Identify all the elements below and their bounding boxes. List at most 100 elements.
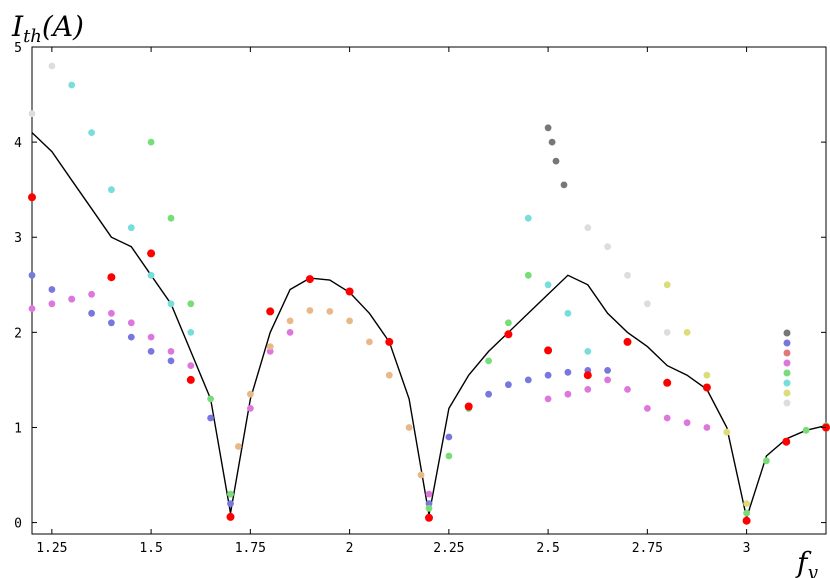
data-point	[723, 428, 731, 436]
data-point	[108, 319, 115, 327]
data-point	[108, 309, 115, 317]
data-point	[167, 357, 175, 365]
y-tick-label: 3	[14, 231, 22, 246]
series-0	[31, 132, 827, 521]
data-point	[127, 319, 135, 327]
legend-swatch	[783, 359, 791, 367]
x-tick-label: 1.5	[139, 541, 162, 556]
data-point	[227, 500, 234, 507]
data-point	[127, 224, 135, 232]
data-point	[147, 348, 155, 355]
data-point	[235, 443, 242, 450]
series-6	[663, 281, 750, 507]
data-point	[683, 329, 691, 336]
y-axis-title: Ith(A)	[11, 10, 84, 47]
data-point	[247, 390, 254, 398]
data-point	[207, 395, 215, 403]
legend-swatch	[783, 369, 791, 377]
red-marker	[385, 337, 394, 346]
x-tick-label: 2.5	[536, 541, 559, 556]
y-tick-label: 2	[14, 326, 22, 341]
data-point	[88, 309, 95, 317]
data-point	[48, 62, 56, 70]
data-point	[505, 381, 512, 389]
y-tick-label: 1	[14, 421, 22, 436]
data-point	[425, 490, 433, 498]
red-marker	[425, 513, 433, 522]
data-point	[417, 471, 425, 479]
data-point	[683, 419, 691, 427]
red-markers	[28, 193, 830, 525]
red-marker	[464, 402, 473, 411]
legend-swatch	[783, 389, 791, 397]
data-point	[346, 317, 353, 325]
data-point	[88, 290, 95, 298]
data-point	[604, 243, 611, 251]
legend	[783, 329, 791, 407]
data-point	[644, 405, 651, 412]
data-point	[266, 348, 274, 355]
red-marker	[623, 337, 632, 346]
data-point	[247, 405, 254, 412]
data-point	[485, 390, 492, 398]
red-marker	[266, 307, 275, 316]
data-point	[544, 395, 552, 403]
series-8	[544, 124, 568, 189]
data-point	[763, 457, 770, 465]
data-point	[187, 329, 195, 336]
y-tick-label: 4	[14, 136, 22, 151]
data-point	[405, 424, 413, 431]
series-7	[28, 62, 671, 336]
ticks: 1.25 1.5 1.75 2 2.25 2.5 2.75 3 0 1 2 3 4 5	[14, 41, 826, 556]
data-point	[28, 271, 36, 279]
data-point	[366, 338, 373, 346]
data-point	[167, 348, 175, 355]
legend-swatch	[783, 349, 791, 357]
series-line	[31, 132, 827, 521]
data-point	[48, 286, 56, 293]
data-point	[644, 300, 651, 308]
data-point	[604, 376, 611, 384]
data-point	[663, 414, 671, 422]
x-axis-title: fy	[795, 546, 818, 578]
data-point	[306, 307, 314, 314]
red-marker	[782, 437, 791, 446]
y-tick-label: 5	[14, 41, 22, 56]
data-point	[604, 367, 611, 374]
data-point	[385, 371, 393, 379]
red-marker	[226, 512, 235, 521]
data-point	[28, 110, 36, 117]
data-point	[167, 214, 175, 222]
data-point	[544, 371, 552, 379]
data-point	[544, 124, 552, 132]
data-point	[624, 386, 631, 393]
data-point	[187, 362, 195, 369]
data-point	[663, 329, 671, 336]
red-marker	[186, 375, 195, 384]
red-marker	[544, 346, 553, 355]
data-point	[227, 490, 234, 498]
data-point	[743, 500, 750, 507]
red-marker	[28, 193, 36, 202]
red-marker	[305, 275, 314, 284]
data-point	[425, 504, 433, 512]
data-point	[286, 317, 294, 325]
red-marker	[345, 287, 354, 296]
data-point	[286, 329, 294, 336]
data-point	[266, 343, 274, 350]
data-point	[108, 186, 115, 194]
data-point	[524, 214, 532, 222]
data-point	[703, 371, 711, 379]
data-point	[524, 271, 532, 279]
red-marker	[583, 371, 592, 380]
series-4	[68, 81, 592, 355]
data-point	[564, 309, 572, 317]
data-point	[743, 509, 750, 517]
data-point	[88, 129, 95, 137]
x-tick-label: 2.75	[632, 541, 663, 556]
data-point	[663, 281, 671, 289]
data-point	[564, 368, 572, 376]
data-point	[564, 390, 572, 398]
data-point	[28, 305, 36, 312]
data-point	[584, 386, 592, 393]
